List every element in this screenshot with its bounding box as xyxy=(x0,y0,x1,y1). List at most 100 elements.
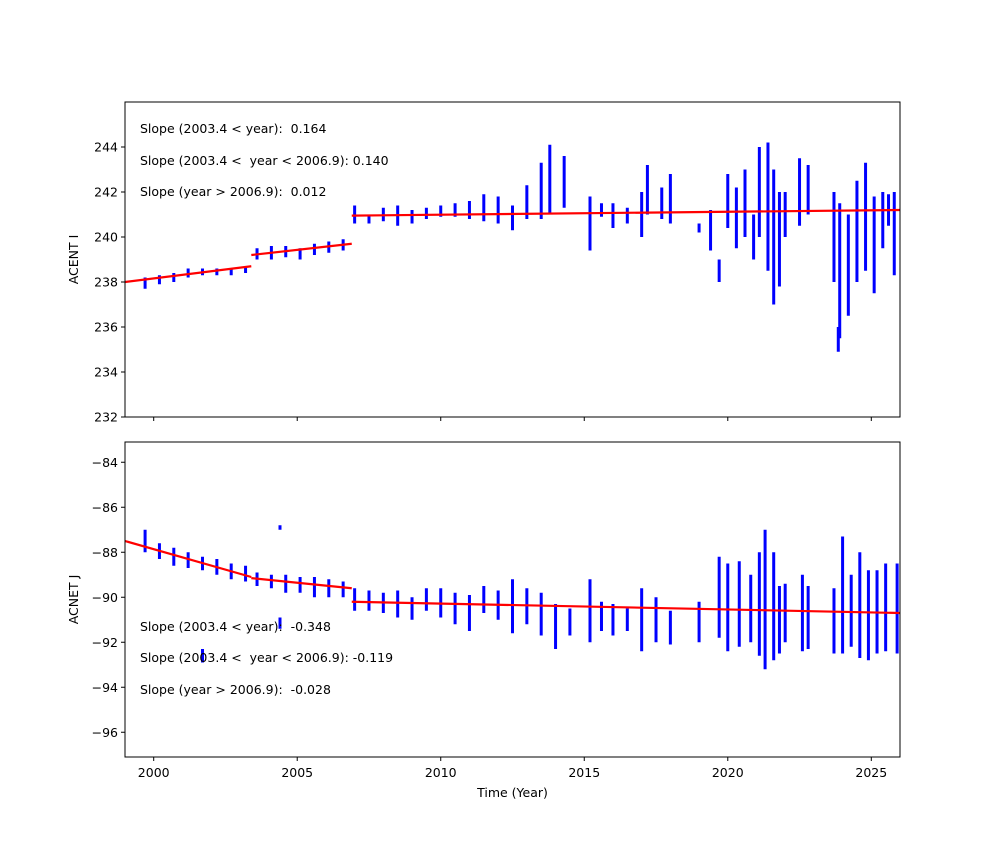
fit-line xyxy=(351,600,900,615)
data-point xyxy=(312,577,316,598)
panel-2: −96 −94 −92 −90 −88 −86 −84 2000 2005 2010 2015 202… xyxy=(66,441,901,800)
data-point xyxy=(884,563,888,652)
data-point xyxy=(866,570,870,661)
data-point xyxy=(327,579,331,598)
data-point xyxy=(172,273,176,282)
slope-annotation: Slope (year > 2006.9): 0.012 xyxy=(140,184,326,199)
data-point xyxy=(201,649,204,663)
data-point xyxy=(244,266,248,273)
data-point xyxy=(660,187,664,219)
data-point xyxy=(838,203,842,339)
fit-line xyxy=(125,265,252,284)
data-point xyxy=(511,205,514,231)
axes-frame xyxy=(124,101,901,418)
data-point xyxy=(588,579,592,643)
data-point xyxy=(757,147,761,237)
data-point xyxy=(482,194,486,222)
slope-annotation: Slope (year > 2006.9): -0.028 xyxy=(140,682,331,697)
data-point xyxy=(353,588,357,611)
x-tick-label: 2020 xyxy=(712,765,744,780)
data-point xyxy=(752,214,756,260)
data-point xyxy=(846,214,850,316)
data-point xyxy=(611,604,615,636)
y-tick-label: −92 xyxy=(92,635,118,650)
data-point xyxy=(539,592,543,636)
data-point xyxy=(554,604,558,649)
data-point xyxy=(611,203,615,228)
y-axis-label: ACNET J xyxy=(66,575,81,625)
y-tick-label: −88 xyxy=(92,545,118,560)
x-tick-label: 2025 xyxy=(855,765,887,780)
data-point xyxy=(424,588,428,611)
y-tick-label: 242 xyxy=(94,185,118,200)
data-point xyxy=(881,192,885,249)
fit-line xyxy=(251,242,352,257)
data-point xyxy=(625,207,629,224)
data-point xyxy=(341,581,345,598)
data-point xyxy=(453,203,457,217)
data-point xyxy=(645,165,649,215)
data-point xyxy=(726,563,730,652)
data-point xyxy=(143,529,147,553)
data-point xyxy=(697,601,701,643)
data-point xyxy=(892,192,896,276)
data-point xyxy=(244,565,248,582)
data-point xyxy=(410,210,414,224)
data-point xyxy=(215,268,219,276)
data-point xyxy=(737,561,741,647)
y-tick-label: 236 xyxy=(94,320,118,335)
data-point xyxy=(743,169,747,237)
data-point xyxy=(410,597,414,620)
data-point xyxy=(562,156,566,208)
data-point xyxy=(229,268,233,276)
data-point xyxy=(772,552,776,661)
data-point xyxy=(849,574,853,647)
data-point xyxy=(766,142,770,271)
data-point xyxy=(539,162,543,219)
data-point xyxy=(396,590,400,618)
data-point xyxy=(588,196,592,251)
data-point xyxy=(726,174,730,228)
data-point xyxy=(855,180,859,282)
slope-annotation: Slope (2003.4 < year < 2006.9): -0.119 xyxy=(140,650,393,665)
data-point xyxy=(800,574,804,652)
data-point xyxy=(278,617,282,629)
y-tick-label: −94 xyxy=(92,680,118,695)
slope-annotation: Slope (2003.4 < year): -0.348 xyxy=(140,619,331,634)
data-point xyxy=(367,590,371,611)
data-point xyxy=(439,205,443,217)
data-point xyxy=(806,165,810,215)
y-tick-label: 234 xyxy=(94,365,118,380)
data-point xyxy=(777,586,781,654)
y-tick-label: −96 xyxy=(92,725,118,740)
data-point xyxy=(424,207,428,219)
data-point xyxy=(625,608,629,631)
data-point xyxy=(895,563,899,654)
y-tick-label: 238 xyxy=(94,275,118,290)
data-point xyxy=(482,586,486,613)
data-point xyxy=(841,536,845,654)
data-point xyxy=(668,610,672,645)
data-point xyxy=(749,574,753,643)
data-point xyxy=(511,579,514,634)
y-tick-label: −86 xyxy=(92,500,118,515)
data-point xyxy=(832,588,836,654)
data-point xyxy=(858,552,862,658)
data-point xyxy=(832,192,836,282)
data-point xyxy=(453,592,457,625)
data-point xyxy=(284,574,288,593)
x-tick-label: 2010 xyxy=(425,765,457,780)
data-point xyxy=(157,275,161,285)
data-point xyxy=(864,162,868,271)
data-point xyxy=(668,174,672,224)
data-point xyxy=(757,552,761,656)
data-point xyxy=(654,597,658,643)
data-point xyxy=(599,601,603,631)
slope-annotation: Slope (2003.4 < year): 0.164 xyxy=(140,121,326,136)
data-point xyxy=(568,608,572,636)
data-point xyxy=(697,223,701,233)
slope-annotation: Slope (2003.4 < year < 2006.9): 0.140 xyxy=(140,153,389,168)
data-point xyxy=(872,196,876,294)
data-point xyxy=(763,529,767,670)
